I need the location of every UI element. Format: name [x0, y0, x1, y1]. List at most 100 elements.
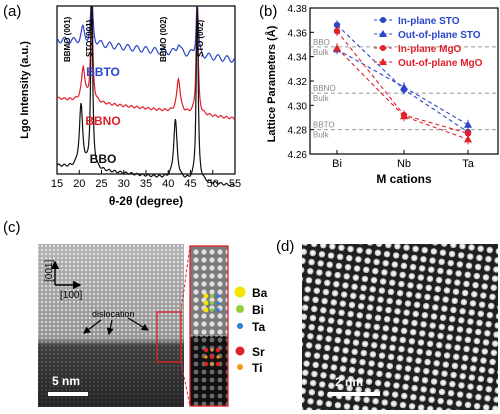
reference-label-bottom: Bulk	[313, 131, 330, 140]
panel-label-c: (c)	[3, 219, 21, 236]
legend-dot-ba	[234, 286, 246, 298]
dislocation-arrow-2	[106, 319, 114, 336]
series-label-bbto: BBTO	[86, 65, 120, 79]
inset-atom-top	[216, 308, 220, 312]
inset-atom-bottom	[204, 355, 208, 359]
inset-atom-top	[203, 300, 209, 306]
legend-label-ta: Ta	[252, 320, 265, 334]
axis-label-100: [100]	[60, 290, 82, 301]
legend-marker-out-of-plane-mgo	[379, 58, 387, 65]
zoom-inset-frame	[189, 245, 229, 407]
xrd-chart: 15 20 25 30 35 40 45 50 55 θ-2θ (degree) Lgo Int…	[19, 5, 241, 208]
dislocation-arrow-3	[127, 317, 150, 331]
inset-atom-top	[216, 301, 220, 305]
scale-bar-c	[48, 392, 88, 396]
lattice-y-tick-label: 4.28	[288, 126, 308, 137]
panel-label-d: (d)	[276, 238, 294, 255]
legend-dot-bi	[236, 305, 244, 313]
lattice-x-tick-label: Bi	[332, 158, 342, 170]
panel-label-b: (b)	[259, 3, 277, 20]
zoom-inset-top-layer	[190, 246, 228, 336]
xrd-x-tick-label: 55	[229, 178, 241, 190]
reference-label-bottom: Bulk	[313, 48, 330, 57]
atom-legend: Ba Bi Ta Sr Ti	[234, 286, 268, 375]
point-out-of-plane-mgo	[333, 44, 341, 52]
dislocation-arrow-1	[83, 319, 102, 334]
dislocation-label: dislocation	[92, 309, 135, 319]
legend-marker-in-plane-sto	[380, 17, 386, 23]
legend-label-sr: Sr	[252, 345, 265, 359]
xrd-x-tick-label: 35	[140, 178, 152, 190]
lattice-x-axis-label: M cations	[376, 172, 432, 186]
inset-atom-bottom	[210, 348, 214, 352]
xrd-x-tick-label: 50	[207, 178, 219, 190]
inset-atom-bottom	[203, 361, 209, 367]
inset-atom-top	[210, 301, 214, 305]
inset-atom-bottom	[203, 347, 209, 353]
lattice-x-tick-label: Nb	[397, 158, 411, 170]
legend-label-in-plane-mgo: In-plane MgO	[398, 44, 462, 55]
point-out-of-plane-sto	[400, 83, 408, 91]
legend-label-out-of-plane-mgo: Out-of-plane MgO	[398, 58, 483, 69]
point-out-of-plane-mgo	[464, 135, 472, 143]
xrd-x-tick-label: 45	[184, 178, 196, 190]
peak-annotation-bbmo-001: BBMO (001)	[63, 16, 72, 62]
inset-atom-top	[210, 308, 214, 312]
inset-atom-bottom	[216, 355, 220, 359]
peak-annotation-sto-002: STO (002)	[196, 19, 205, 57]
scale-bar-label-c: 5 nm	[52, 374, 80, 388]
peak-annotation-bbmo-002: BBMO (002)	[159, 16, 168, 62]
legend-label-bi: Bi	[252, 303, 264, 317]
zoom-inset	[189, 245, 229, 407]
stem-lattice-image-d	[302, 244, 498, 410]
lattice-y-tick-label: 4.36	[288, 28, 308, 39]
series-label-bbno: BBNO	[85, 114, 120, 128]
lattice-y-tick-label: 4.38	[288, 4, 308, 15]
xrd-x-axis-label: θ-2θ (degree)	[109, 194, 183, 208]
legend-marker-in-plane-mgo	[380, 45, 386, 51]
legend-label-in-plane-sto: In-plane STO	[398, 16, 460, 27]
point-in-plane-mgo	[464, 130, 472, 137]
panel-label-a: (a)	[3, 3, 21, 20]
series-label-bbo: BBO	[90, 152, 117, 166]
inset-atom-bottom	[215, 361, 221, 367]
point-out-of-plane-mgo	[400, 112, 408, 120]
axis-label-001: [001]	[44, 260, 55, 282]
inset-atom-top	[203, 307, 209, 313]
inset-atom-top	[216, 294, 220, 298]
reference-label-top: BBO	[313, 38, 330, 47]
xrd-line-bbno	[56, 6, 235, 120]
lattice-line-out-of-plane-sto	[336, 48, 469, 126]
lattice-y-tick-label: 4.30	[288, 101, 308, 112]
reference-label-top: BBNO	[313, 84, 336, 93]
point-in-plane-sto	[333, 21, 341, 29]
zoom-guide-top	[180, 245, 191, 313]
inset-atom-bottom	[215, 347, 221, 353]
xrd-y-axis-label: Lgo Intensity (a.u.)	[19, 41, 31, 139]
legend-dot-sr	[235, 346, 245, 356]
lattice-y-tick-label: 4.32	[288, 77, 308, 88]
xrd-x-tick-label: 15	[51, 178, 63, 190]
inset-atom-top	[203, 293, 209, 299]
xrd-x-tick-label: 25	[95, 178, 107, 190]
zoom-inset-bottom-layer	[190, 336, 228, 406]
peak-annotation-sto-001: STO (001)	[85, 19, 94, 57]
inset-atom-bottom	[209, 354, 215, 360]
zoom-guide-bottom	[180, 361, 191, 407]
scale-bar-label-d: 2 nm	[335, 375, 363, 389]
xrd-line-bbto	[56, 6, 236, 63]
lattice-y-tick-label: 4.34	[288, 53, 308, 64]
legend-label-out-of-plane-sto: Out-of-plane STO	[398, 30, 481, 41]
stem-image-c: [001] [100] dislocation 5 nm	[38, 244, 191, 407]
xrd-line-bbo	[56, 6, 235, 187]
zoom-region-box	[156, 311, 182, 363]
lattice-x-tick-label: Ta	[462, 158, 475, 170]
reference-label-top: BBTO	[313, 121, 335, 130]
stem-image-d: 2 nm	[302, 244, 498, 410]
legend-dot-ta	[237, 323, 243, 329]
inset-atom-bottom	[210, 362, 214, 366]
point-in-plane-mgo	[333, 27, 341, 35]
legend-label-ba: Ba	[252, 286, 268, 300]
